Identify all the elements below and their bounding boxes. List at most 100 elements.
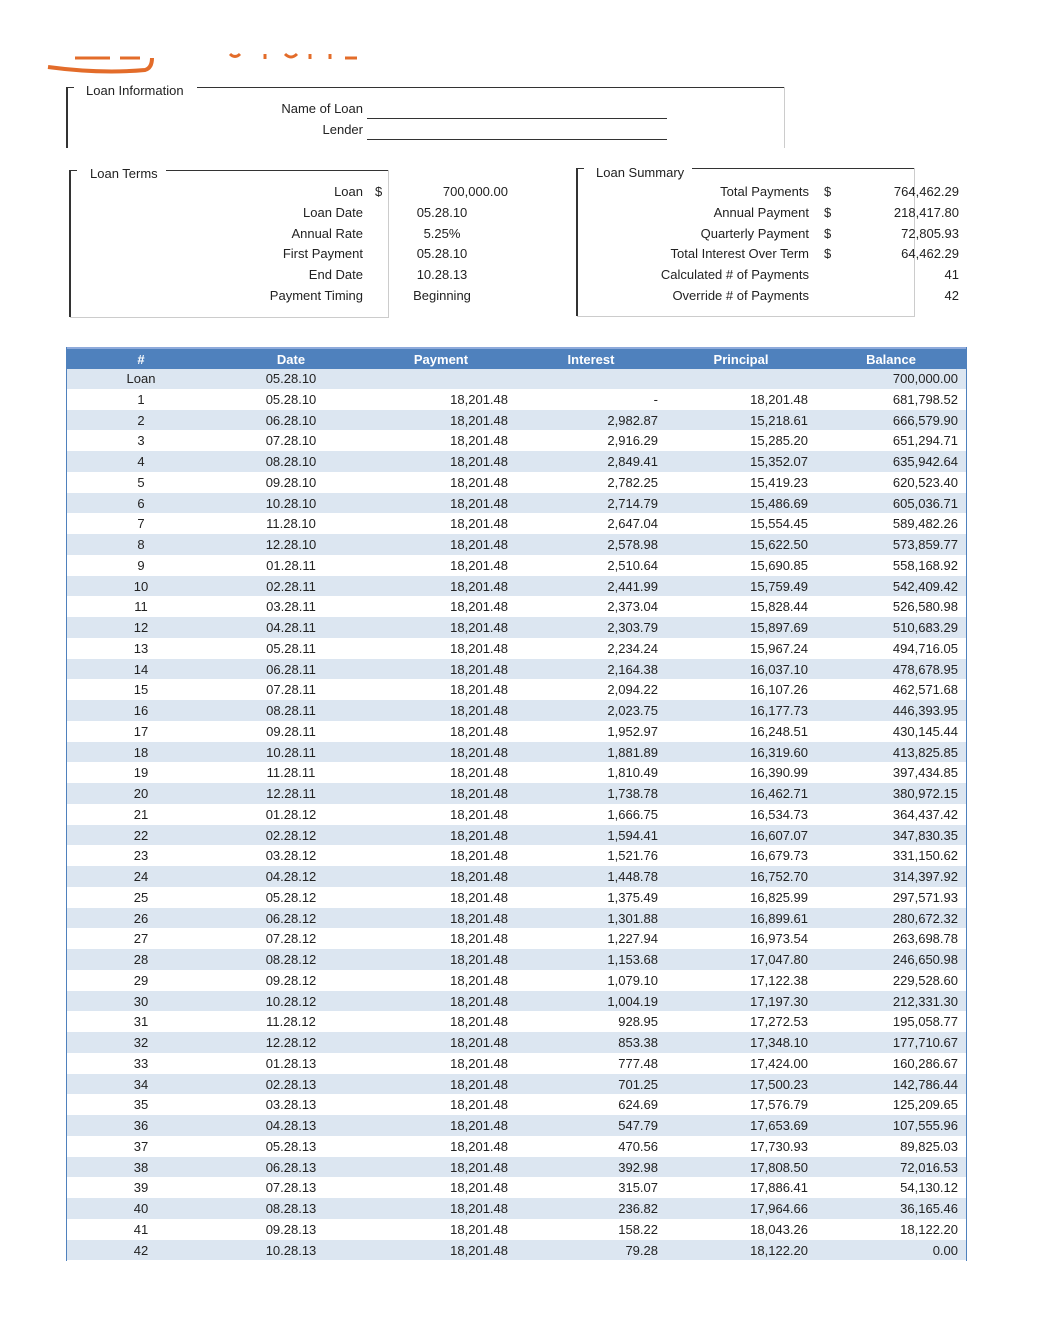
cell: 31 bbox=[133, 1014, 149, 1030]
cell: 05.28.12 bbox=[265, 889, 317, 905]
cell: 0.00 bbox=[932, 1242, 958, 1258]
cell: 30 bbox=[133, 993, 149, 1009]
cell: 03.28.11 bbox=[266, 599, 316, 615]
cell: 54,130.12 bbox=[900, 1180, 958, 1196]
cell: 23 bbox=[133, 848, 149, 864]
cell: 380,972.15 bbox=[892, 786, 958, 801]
cell: 331,150.62 bbox=[892, 848, 958, 864]
box-edge bbox=[576, 168, 584, 169]
table-row: 33 01.28.13 18,201.48 777.48 17,424.00 160,28… bbox=[66, 1053, 967, 1075]
box-edge bbox=[69, 170, 71, 317]
cell: 2,782.25 bbox=[607, 474, 658, 490]
column-header: Principal bbox=[713, 352, 769, 367]
cell: 18,201.48 bbox=[450, 1118, 508, 1133]
cell: 2,849.41 bbox=[607, 454, 658, 469]
cell: 37 bbox=[133, 1138, 149, 1154]
currency: $ bbox=[375, 184, 383, 199]
table-row: 39 07.28.13 18,201.48 315.07 17,886.41 54,130… bbox=[66, 1178, 967, 1199]
cell: 14 bbox=[133, 661, 149, 677]
cell: 06.28.12 bbox=[265, 910, 317, 926]
cell: 18,201.48 bbox=[450, 454, 508, 469]
cell: 18,201.48 bbox=[750, 391, 808, 407]
cell: 364,437.42 bbox=[892, 806, 958, 822]
cell: 494,716.05 bbox=[892, 640, 958, 656]
cell: 18,201.48 bbox=[450, 391, 508, 407]
cell: 39 bbox=[133, 1180, 149, 1196]
cell: 16,973.54 bbox=[750, 931, 808, 947]
table-row: 1 05.28.10 18,201.48 - 18,201.48 681,798.52 bbox=[66, 389, 967, 411]
table-row: 27 07.28.12 18,201.48 1,227.94 16,973.54 263,… bbox=[66, 929, 967, 950]
table-row: 15 07.28.11 18,201.48 2,094.22 16,107.26 462,… bbox=[66, 680, 967, 701]
term-label: Loan bbox=[334, 184, 363, 199]
table-row: 40 08.28.13 18,201.48 236.82 17,964.66 36,165… bbox=[66, 1199, 967, 1220]
cell: 18,201.48 bbox=[450, 620, 508, 635]
cell: 160,286.67 bbox=[892, 1055, 958, 1071]
cell: 18,201.48 bbox=[450, 412, 508, 428]
cell: 5 bbox=[137, 474, 145, 490]
cell: 05.28.11 bbox=[266, 640, 316, 656]
cell: 347,830.35 bbox=[892, 827, 958, 843]
cell: 16,679.73 bbox=[750, 848, 808, 864]
cell: 18,122.20 bbox=[750, 1242, 808, 1258]
cell: 928.95 bbox=[618, 1014, 658, 1030]
cell: 19 bbox=[133, 765, 149, 781]
field-underline bbox=[367, 118, 667, 119]
cell: 04.28.11 bbox=[266, 620, 316, 635]
table-row: 9 01.28.11 18,201.48 2,510.64 15,690.85 558,1… bbox=[66, 555, 967, 577]
cell: 18,201.48 bbox=[450, 786, 508, 801]
table-row: 29 09.28.12 18,201.48 1,079.10 17,122.38 229,… bbox=[66, 970, 967, 992]
column-header: Interest bbox=[567, 352, 615, 367]
cell: 18,201.48 bbox=[450, 1035, 508, 1050]
cell: 246,650.98 bbox=[892, 952, 958, 967]
table-row: 37 05.28.13 18,201.48 470.56 17,730.93 89,825… bbox=[66, 1136, 967, 1158]
cell: 08.28.13 bbox=[265, 1201, 317, 1216]
cell: 392.98 bbox=[618, 1159, 658, 1175]
box-edge bbox=[166, 170, 388, 171]
currency: $ bbox=[824, 184, 832, 199]
cell: 263,698.78 bbox=[892, 931, 958, 947]
cell: 18,201.48 bbox=[450, 599, 508, 615]
cell: 624.69 bbox=[618, 1097, 658, 1113]
cell: 15 bbox=[133, 682, 149, 698]
cell: 510,683.29 bbox=[892, 620, 958, 635]
box-edge bbox=[197, 87, 784, 88]
table-row: 4 08.28.10 18,201.48 2,849.41 15,352.07 635,9… bbox=[66, 452, 967, 473]
cell: 06.28.11 bbox=[266, 661, 316, 677]
cell: 02.28.12 bbox=[265, 827, 317, 843]
table-row: 11 03.28.11 18,201.48 2,373.04 15,828.44 526,… bbox=[66, 597, 967, 618]
cell: 08.28.12 bbox=[265, 952, 317, 967]
cell: 07.28.10 bbox=[265, 433, 317, 449]
cell: 11.28.12 bbox=[266, 1014, 316, 1030]
cell: 17,272.53 bbox=[750, 1014, 808, 1030]
cell: 18,201.48 bbox=[450, 682, 508, 698]
cell: 4 bbox=[137, 454, 145, 469]
cell: 651,294.71 bbox=[892, 433, 958, 449]
cell: 2,578.98 bbox=[607, 537, 658, 552]
box-edge bbox=[576, 168, 578, 316]
cell: 397,434.85 bbox=[892, 765, 958, 781]
cell: 01.28.11 bbox=[266, 557, 316, 573]
cell: 1,521.76 bbox=[607, 848, 658, 864]
table-row: 6 10.28.10 18,201.48 2,714.79 15,486.69 605,0… bbox=[66, 493, 967, 515]
table-row: 42 10.28.13 18,201.48 79.28 18,122.20 0.00 bbox=[66, 1240, 967, 1262]
summary-label: Calculated # of Payments bbox=[660, 267, 809, 283]
table-row: Loan 05.28.10 700,000.00 bbox=[66, 369, 967, 390]
cell: 2,714.79 bbox=[607, 495, 658, 511]
cell: 229,528.60 bbox=[892, 972, 958, 988]
table-row: 38 06.28.13 18,201.48 392.98 17,808.50 72,016… bbox=[66, 1157, 967, 1179]
cell: 18,201.48 bbox=[450, 993, 508, 1009]
cell: 36,165.46 bbox=[900, 1201, 958, 1216]
cell: 34 bbox=[133, 1076, 149, 1092]
cell: 1,079.10 bbox=[607, 972, 658, 988]
box-edge bbox=[692, 168, 914, 169]
cell: 24 bbox=[133, 869, 149, 884]
table-row: 12 04.28.11 18,201.48 2,303.79 15,897.69 510,… bbox=[66, 618, 967, 639]
cell: 195,058.77 bbox=[892, 1014, 958, 1030]
table-row: 41 09.28.13 18,201.48 158.22 18,043.26 18,122… bbox=[66, 1219, 967, 1241]
cell: 297,571.93 bbox=[892, 889, 958, 905]
cell: Loan bbox=[126, 371, 156, 386]
cell: 32 bbox=[133, 1035, 149, 1050]
summary-label: Annual Payment bbox=[713, 204, 809, 220]
cell: 18,201.48 bbox=[450, 1138, 508, 1154]
cell: 16,534.73 bbox=[750, 806, 808, 822]
